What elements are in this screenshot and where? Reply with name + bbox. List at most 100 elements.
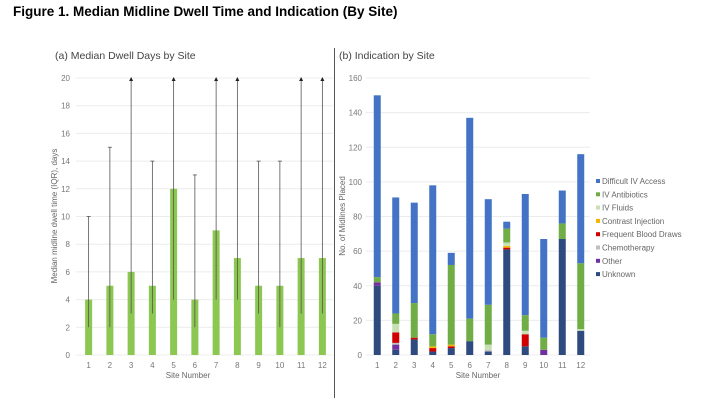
x-tick-label: 6 bbox=[193, 361, 198, 370]
x-tick-label: 4 bbox=[150, 361, 155, 370]
bar-segment-difficult-iv-access-site-2 bbox=[392, 197, 400, 314]
bar-segment-other-site-10 bbox=[540, 349, 548, 355]
bar-site-4 bbox=[148, 285, 156, 355]
bar-site-9 bbox=[255, 285, 263, 355]
arrow-up-icon bbox=[214, 77, 219, 81]
x-tick-label: 1 bbox=[375, 361, 380, 370]
legend-item: Other bbox=[602, 257, 622, 266]
y-tick-label: 8 bbox=[66, 240, 71, 249]
bar-segment-other-site-1 bbox=[373, 282, 381, 286]
bar-segment-iv-fluids-site-8 bbox=[503, 242, 511, 246]
bar-segment-unknown-site-3 bbox=[410, 339, 418, 355]
y-tick-label: 20 bbox=[61, 74, 70, 83]
bar-segment-chemotherapy-site-7 bbox=[484, 349, 492, 352]
bar-segment-contrast-injection-site-8 bbox=[503, 245, 511, 248]
bar-segment-difficult-iv-access-site-8 bbox=[503, 221, 511, 229]
y-tick-label: 120 bbox=[349, 143, 363, 152]
x-tick-label: 9 bbox=[523, 361, 528, 370]
legend-item: Difficult IV Access bbox=[602, 177, 665, 186]
x-tick-label: 11 bbox=[558, 361, 567, 370]
bar-segment-iv-fluids-site-12 bbox=[577, 329, 585, 331]
chart-b-ylabel: No. of Midlines Placed bbox=[338, 176, 347, 256]
y-tick-label: 0 bbox=[66, 351, 71, 360]
bar-segment-unknown-site-11 bbox=[558, 239, 566, 355]
bar-segment-iv-antibiotics-site-6 bbox=[466, 318, 474, 342]
y-tick-label: 4 bbox=[66, 296, 71, 305]
bar-segment-unknown-site-9 bbox=[521, 346, 529, 355]
x-tick-label: 12 bbox=[576, 361, 585, 370]
bar-segment-contrast-injection-site-4 bbox=[429, 346, 437, 349]
x-tick-label: 9 bbox=[256, 361, 261, 370]
bar-segment-iv-antibiotics-site-7 bbox=[484, 304, 492, 345]
legend-item: Frequent Blood Draws bbox=[602, 230, 682, 239]
bar-segment-iv-fluids-site-7 bbox=[484, 344, 492, 350]
bar-segment-unknown-site-7 bbox=[484, 351, 492, 355]
legend-swatch bbox=[596, 192, 600, 197]
bar-segment-iv-antibiotics-site-3 bbox=[410, 303, 418, 338]
y-tick-label: 0 bbox=[358, 351, 363, 360]
panel-divider bbox=[334, 48, 335, 398]
y-tick-label: 18 bbox=[61, 102, 70, 111]
legend-item: IV Antibiotics bbox=[602, 190, 648, 199]
legend-swatch bbox=[596, 179, 600, 183]
y-tick-label: 6 bbox=[66, 268, 71, 277]
bar-segment-iv-antibiotics-site-8 bbox=[503, 228, 511, 243]
bar-segment-frequent-blood-draws-site-5 bbox=[447, 346, 455, 349]
bar-segment-unknown-site-1 bbox=[373, 285, 381, 355]
bar-segment-frequent-blood-draws-site-8 bbox=[503, 247, 511, 250]
arrow-up-icon bbox=[129, 77, 134, 81]
bar-segment-iv-antibiotics-site-5 bbox=[447, 264, 455, 345]
legend-swatch bbox=[596, 232, 600, 237]
arrow-up-icon bbox=[320, 77, 325, 81]
x-tick-label: 6 bbox=[468, 361, 473, 370]
legend-item: Unknown bbox=[602, 270, 635, 279]
legend-item: Chemotherapy bbox=[602, 244, 654, 253]
y-tick-label: 160 bbox=[349, 74, 363, 83]
y-tick-label: 40 bbox=[353, 282, 362, 291]
arrow-up-icon bbox=[235, 77, 240, 81]
x-tick-label: 10 bbox=[275, 361, 284, 370]
chart-a-dwell-days: (a) Median Dwell Days by Site Median mid… bbox=[50, 50, 333, 380]
x-tick-label: 11 bbox=[297, 361, 306, 370]
bar-segment-difficult-iv-access-site-3 bbox=[410, 202, 418, 304]
x-tick-label: 3 bbox=[412, 361, 417, 370]
legend-swatch bbox=[596, 258, 600, 263]
legend-item: Contrast Injection bbox=[602, 217, 664, 226]
bar-segment-chemotherapy-site-2 bbox=[392, 342, 400, 345]
bar-segment-difficult-iv-access-site-6 bbox=[466, 117, 474, 319]
x-tick-label: 7 bbox=[486, 361, 491, 370]
bar-segment-other-site-2 bbox=[392, 344, 400, 350]
bar-segment-frequent-blood-draws-site-2 bbox=[392, 332, 400, 343]
x-tick-label: 8 bbox=[505, 361, 510, 370]
bar-segment-difficult-iv-access-site-1 bbox=[373, 95, 381, 278]
y-tick-label: 100 bbox=[349, 178, 363, 187]
bar-segment-iv-antibiotics-site-1 bbox=[373, 277, 381, 283]
legend-swatch bbox=[596, 272, 600, 277]
y-tick-label: 2 bbox=[66, 323, 71, 332]
bar-segment-difficult-iv-access-site-10 bbox=[540, 239, 548, 338]
legend-swatch bbox=[596, 245, 600, 250]
legend-swatch bbox=[596, 205, 600, 210]
x-tick-label: 1 bbox=[86, 361, 91, 370]
arrow-up-icon bbox=[171, 77, 176, 81]
x-tick-label: 2 bbox=[108, 361, 113, 370]
bar-segment-iv-antibiotics-site-12 bbox=[577, 263, 585, 330]
figure-title: Figure 1. Median Midline Dwell Time and … bbox=[13, 4, 398, 19]
bar-segment-difficult-iv-access-site-4 bbox=[429, 185, 437, 335]
x-tick-label: 5 bbox=[171, 361, 176, 370]
bar-segment-iv-fluids-site-2 bbox=[392, 323, 400, 333]
x-tick-label: 7 bbox=[214, 361, 219, 370]
bar-segment-iv-antibiotics-site-2 bbox=[392, 313, 400, 324]
bar-segment-iv-antibiotics-site-9 bbox=[521, 315, 529, 331]
bar-segment-unknown-site-2 bbox=[392, 349, 400, 355]
bar-segment-difficult-iv-access-site-5 bbox=[447, 252, 455, 265]
bar-segment-unknown-site-5 bbox=[447, 348, 455, 355]
y-tick-label: 80 bbox=[353, 213, 362, 222]
bar-segment-iv-antibiotics-site-11 bbox=[558, 223, 566, 240]
x-tick-label: 10 bbox=[539, 361, 548, 370]
bar-segment-unknown-site-6 bbox=[466, 341, 474, 355]
bar-segment-iv-fluids-site-9 bbox=[521, 330, 529, 335]
bar-segment-difficult-iv-access-site-7 bbox=[484, 199, 492, 305]
chart-b-title: (b) Indication by Site bbox=[339, 50, 435, 62]
legend-swatch bbox=[596, 218, 600, 223]
